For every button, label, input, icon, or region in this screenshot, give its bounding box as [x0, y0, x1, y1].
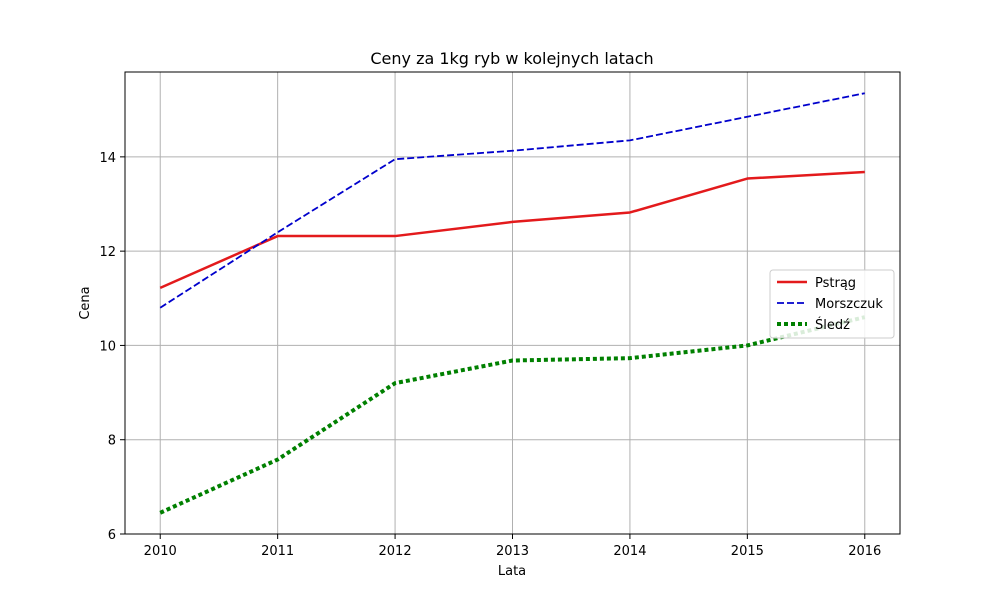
- series-line-1: [159, 92, 865, 309]
- y-tick-label: 10: [99, 339, 116, 354]
- x-axis-label: Lata: [498, 564, 526, 579]
- legend-label-2: Śledź: [815, 317, 850, 333]
- y-axis-label: Cena: [78, 286, 93, 319]
- y-tick-label: 8: [108, 434, 116, 449]
- series-line-2: [159, 315, 866, 515]
- y-tick-label: 12: [99, 245, 116, 260]
- x-tick-label: 2010: [144, 544, 177, 559]
- x-tick-label: 2013: [496, 544, 529, 559]
- x-tick-label: 2012: [379, 544, 412, 559]
- y-tick-label: 6: [108, 528, 116, 543]
- x-tick-label: 2016: [848, 544, 881, 559]
- x-tick-label: 2015: [731, 544, 764, 559]
- chart-title: Ceny za 1kg ryb w kolejnych latach: [370, 49, 653, 68]
- series-lines: [159, 92, 866, 515]
- x-axis: 2010 2011 2012 2013 2014 2015 2016: [144, 534, 881, 559]
- y-axis: 6 8 10 12 14: [99, 151, 125, 543]
- legend-label-1: Morszczuk: [815, 297, 883, 312]
- x-tick-label: 2014: [613, 544, 646, 559]
- y-tick-label: 14: [99, 151, 116, 166]
- legend-label-0: Pstrąg: [815, 276, 856, 291]
- grid-lines: [125, 72, 900, 535]
- series-line-0: [159, 170, 865, 290]
- x-tick-label: 2011: [261, 544, 294, 559]
- legend: Pstrąg Morszczuk Śledź: [769, 269, 895, 339]
- legend-box: [769, 269, 895, 339]
